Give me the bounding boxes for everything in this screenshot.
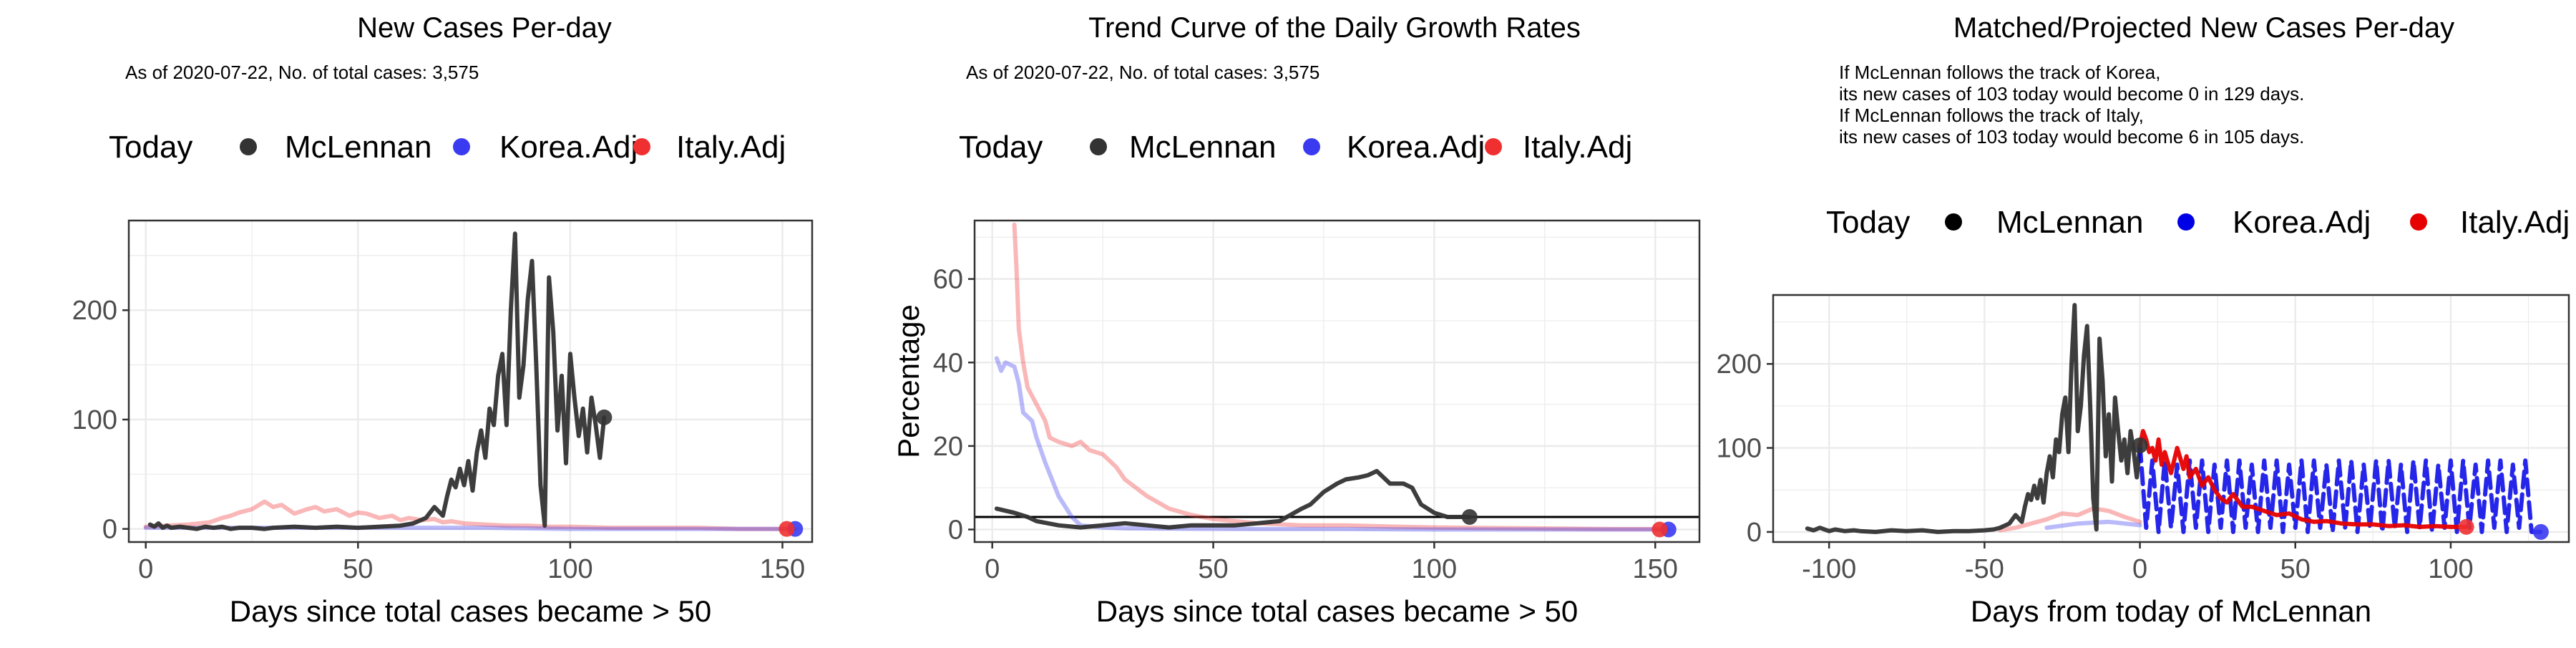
legend-label: Korea.Adj	[499, 130, 638, 165]
chart-subtitle-line: If McLennan follows the track of Korea,	[1839, 62, 2160, 83]
chart-subtitle-line: If McLennan follows the track of Italy,	[1839, 105, 2144, 126]
plot-border	[127, 219, 814, 543]
series-line-korea-adj-projection	[2137, 443, 2543, 534]
series-line-mclennan	[994, 468, 1472, 530]
plot-border	[1772, 294, 2570, 543]
today-point-mclennan	[596, 409, 613, 425]
plot-area	[975, 221, 1699, 542]
today-point-italy-adj	[2458, 518, 2474, 535]
chart-panel-3: Matched/Projected New Cases Per-day If Mc…	[1717, 12, 2570, 628]
series-line-korea-adj	[994, 356, 1671, 532]
today-point-mclennan	[2132, 437, 2148, 454]
series-line-italy-adj-projection	[2137, 429, 2469, 529]
chart-title: Trend Curve of the Daily Growth Rates	[1088, 12, 1581, 44]
series-line-italy-adj-history	[1998, 506, 2142, 533]
legend-label: Italy.Adj	[676, 130, 786, 165]
x-tick-label: 100	[1412, 554, 1457, 584]
legend-key-italy-adj	[2410, 213, 2427, 231]
legend-title: Today	[109, 130, 192, 165]
y-tick-label: 200	[72, 296, 117, 326]
y-tick-label: 60	[933, 265, 963, 295]
chart-legend: Today McLennan Korea.Adj Italy.Adj	[1826, 205, 2570, 240]
legend-key-italy-adj	[1485, 138, 1502, 155]
x-axis-label: Days since total cases became > 50	[230, 594, 712, 628]
x-axis-label: Days since total cases became > 50	[1096, 594, 1579, 628]
y-tick-label: 100	[1717, 434, 1762, 464]
chart-legend: Today McLennan Korea.Adj Italy.Adj	[959, 130, 1632, 165]
y-tick-label: 0	[1747, 518, 1762, 548]
chart-subtitle-line: As of 2020-07-22, No. of total cases: 3,…	[125, 62, 479, 83]
x-axis-label: Days from today of McLennan	[1971, 594, 2371, 628]
legend-label: Korea.Adj	[2233, 205, 2371, 240]
chart-title: Matched/Projected New Cases Per-day	[1953, 12, 2454, 44]
today-point-italy-adj	[779, 521, 795, 537]
x-tick-label: -100	[1802, 554, 1856, 584]
legend-title: Today	[959, 130, 1043, 165]
x-tick-label: -50	[1965, 554, 2004, 584]
chart-title: New Cases Per-day	[357, 12, 612, 44]
legend-label: Italy.Adj	[1523, 130, 1632, 165]
chart-subtitle-line: As of 2020-07-22, No. of total cases: 3,…	[966, 62, 1319, 83]
y-tick-label: 100	[72, 405, 117, 435]
legend-label: Italy.Adj	[2460, 205, 2570, 240]
x-tick-label: 50	[343, 554, 373, 584]
x-tick-label: 150	[760, 554, 805, 584]
legend-key-italy-adj	[633, 138, 650, 155]
x-tick-label: 100	[547, 554, 592, 584]
y-tick-label: 200	[1717, 349, 1762, 379]
series-line-mclennan	[1805, 303, 2142, 534]
legend-label: McLennan	[1129, 130, 1276, 165]
y-tick-label: 0	[102, 515, 117, 545]
plot-border	[973, 219, 1701, 543]
today-point-korea-adj	[2532, 523, 2549, 540]
x-tick-label: 0	[138, 554, 153, 584]
legend-label: McLennan	[1996, 205, 2143, 240]
x-tick-label: 0	[2132, 554, 2147, 584]
series-group	[1805, 303, 2549, 540]
y-tick-label: 0	[948, 516, 963, 546]
chart-subtitle-line: its new cases of 103 today would become …	[1839, 126, 2304, 148]
gridlines	[975, 221, 1699, 542]
legend-key-mclennan	[1945, 213, 1962, 231]
today-point-mclennan	[1461, 509, 1478, 526]
series-line-italy-adj	[143, 499, 794, 531]
x-tick-label: 50	[2280, 554, 2311, 584]
x-tick-label: 0	[985, 554, 1000, 584]
plot-area	[129, 221, 812, 542]
series-line-mclennan	[147, 231, 607, 531]
legend-label: Korea.Adj	[1347, 130, 1485, 165]
chart-legend: Today McLennan Korea.Adj Italy.Adj	[109, 130, 786, 165]
series-group	[143, 231, 804, 537]
legend-key-korea-adj	[1303, 138, 1320, 155]
today-point-italy-adj	[1652, 521, 1668, 538]
x-tick-label: 100	[2428, 554, 2473, 584]
legend-key-mclennan	[1090, 138, 1107, 155]
legend-key-korea-adj	[2177, 213, 2195, 231]
series-line-korea-adj-history	[2044, 519, 2142, 531]
y-tick-label: 40	[933, 348, 963, 378]
y-tick-label: 20	[933, 432, 963, 462]
series-line-italy-adj	[1012, 222, 1662, 532]
legend-key-mclennan	[240, 138, 257, 155]
x-tick-label: 50	[1198, 554, 1228, 584]
plot-area	[1773, 295, 2569, 542]
legend-label: McLennan	[285, 130, 431, 165]
chart-subtitle-line: its new cases of 103 today would become …	[1839, 83, 2304, 105]
series-group	[975, 222, 1699, 538]
chart-panel-2: Trend Curve of the Daily Growth Rates As …	[892, 12, 1701, 628]
y-axis-label: Percentage	[892, 304, 925, 458]
chart-panel-1: New Cases Per-day As of 2020-07-22, No. o…	[72, 12, 814, 628]
legend-title: Today	[1826, 205, 1910, 240]
x-tick-label: 150	[1633, 554, 1678, 584]
legend-key-korea-adj	[453, 138, 470, 155]
